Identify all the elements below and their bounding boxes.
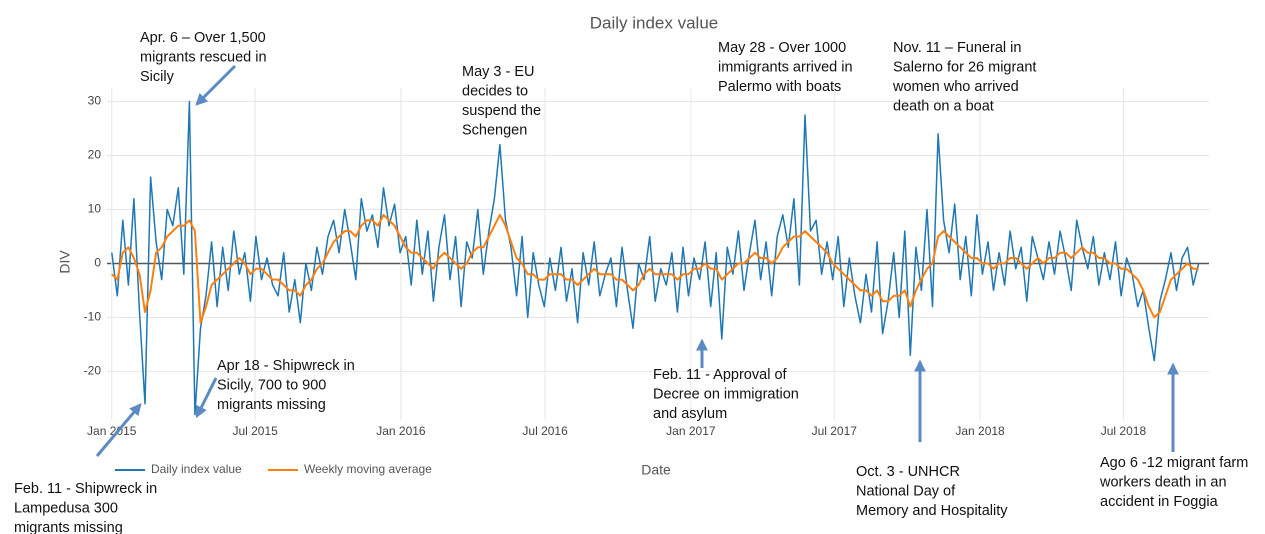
x-tick-label: Jan 2017 (666, 424, 716, 438)
annotation-text: Salerno for 26 migrant (893, 59, 1036, 75)
annotation-text: Palermo with boats (718, 79, 841, 95)
x-tick-label: Jul 2015 (232, 424, 278, 438)
annotation-text: decides to (462, 83, 528, 99)
chart-title: Daily index value (590, 13, 719, 32)
annotation-text: Lampedusa 300 (14, 500, 118, 516)
arrows (95, 64, 1179, 457)
annotation-text: women who arrived (892, 79, 1019, 95)
annotation-text: and asylum (653, 406, 727, 422)
annotation-text: May 28 - Over 1000 (718, 40, 846, 56)
annotation-text: Memory and Hospitality (856, 503, 1008, 519)
annotation-text: Sicily, 700 to 900 (217, 377, 326, 393)
annotation-text: Nov. 11 – Funeral in (893, 40, 1021, 56)
annotation-text: migrants missing (217, 397, 326, 413)
x-tick-label: Jan 2018 (955, 424, 1005, 438)
annotation-text: Ago 6 -12 migrant farm (1100, 455, 1248, 471)
annotation-text: Sicily (140, 69, 175, 85)
arrow (195, 64, 237, 106)
x-tick-label: Jul 2017 (812, 424, 858, 438)
legend: Daily index value Weekly moving average (115, 462, 432, 476)
y-tick-label: -10 (84, 310, 102, 324)
annotation-text: Feb. 11 - Shipwreck in (14, 481, 157, 497)
annotation-text: Schengen (462, 122, 527, 138)
y-tick-label: 0 (94, 256, 101, 270)
y-tick-label: -20 (84, 364, 102, 378)
x-tick-label: Jan 2015 (87, 424, 137, 438)
annotation-text: Apr. 6 – Over 1,500 (140, 30, 266, 46)
legend-label: Weekly moving average (304, 462, 432, 476)
annotation-text: accident in Foggia (1100, 494, 1219, 510)
annotation-text: migrants rescued in (140, 49, 267, 65)
annotation-text: suspend the (462, 103, 541, 119)
annotation-text: Decree on immigration (653, 386, 799, 402)
y-axis-label: DIV (57, 250, 73, 274)
legend-label: Daily index value (151, 462, 242, 476)
annotation-text: Feb. 11 - Approval of (653, 367, 788, 383)
arrow (95, 403, 142, 457)
annotation-text: death on a boat (893, 98, 994, 114)
annotation-text: migrants missing (14, 520, 123, 534)
x-axis-label: Date (641, 462, 671, 478)
annotation-text: Oct. 3 - UNHCR (856, 464, 960, 480)
x-tick-label: Jul 2018 (1101, 424, 1147, 438)
arrow (195, 377, 218, 419)
series-line (111, 213, 1199, 324)
grid: -20 -10 0 10 20 30 Jan 2015 Jul 2015 Jan 2016 Jul… (84, 88, 1209, 438)
annotation-text: immigrants arrived in (718, 59, 853, 75)
annotation-text: May 3 - EU (462, 64, 535, 80)
annotation-text: Apr 18 - Shipwreck in (217, 358, 355, 374)
x-tick-label: Jul 2016 (522, 424, 568, 438)
y-tick-label: 10 (88, 202, 102, 216)
annotation-text: workers death in an (1099, 474, 1227, 490)
plot-lines (111, 100, 1200, 416)
y-tick-label: 30 (88, 94, 102, 108)
y-tick-label: 20 (88, 148, 102, 162)
annotation-text: National Day of (856, 483, 956, 499)
x-tick-label: Jan 2016 (376, 424, 426, 438)
annotations: Apr. 6 – Over 1,500 migrants rescued in Si… (14, 30, 1248, 534)
